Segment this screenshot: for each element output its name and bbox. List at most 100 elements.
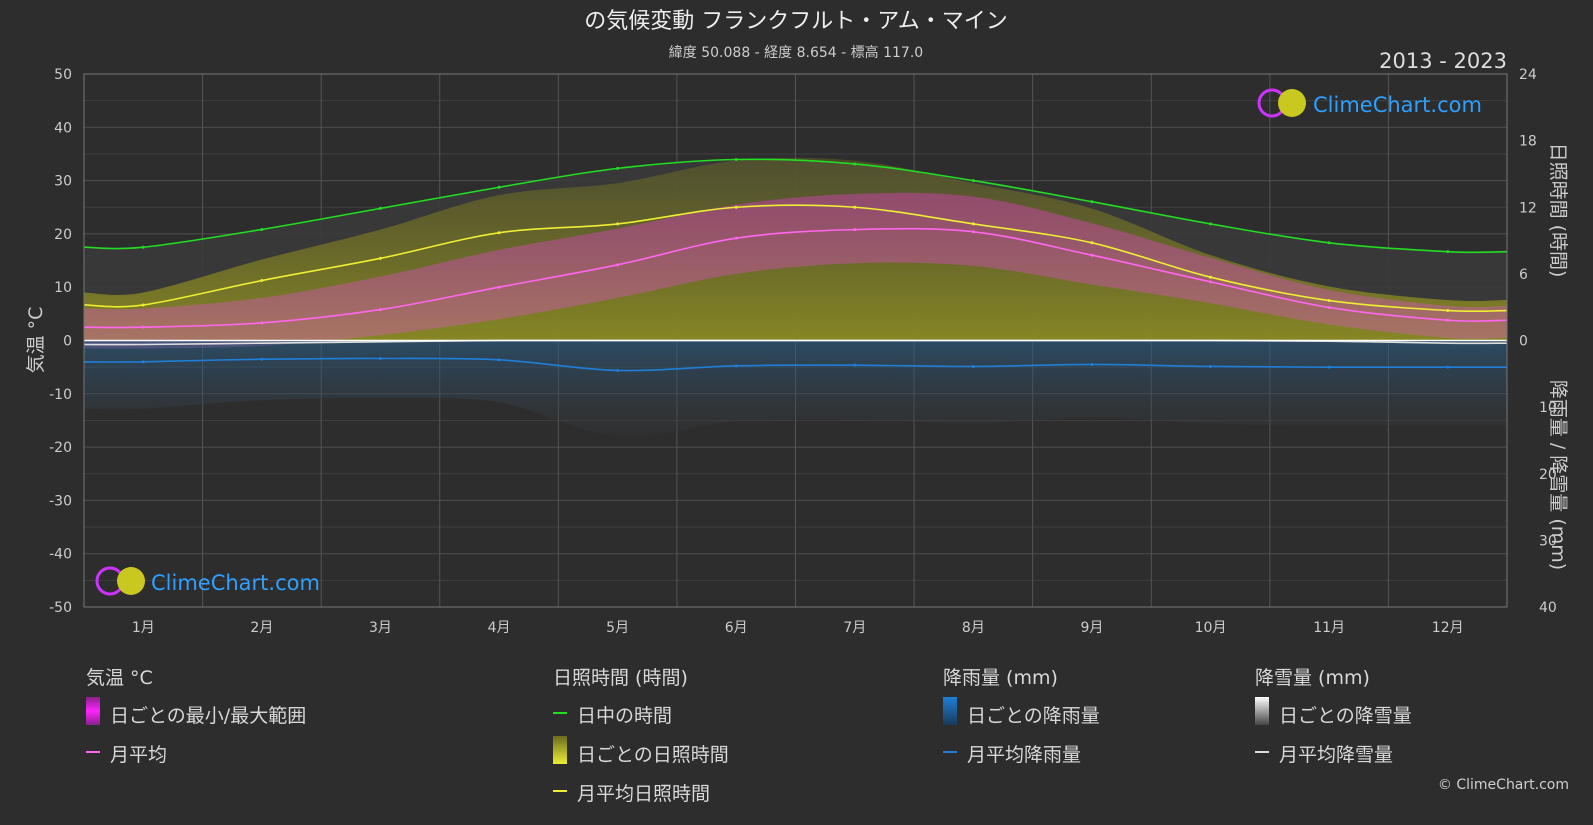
rain-mean-point — [1209, 364, 1213, 368]
y-right-top-tick-label: 12 — [1519, 200, 1537, 216]
temp-mean-line — [83, 227, 1508, 329]
legend-item-daily-sunshine[interactable]: 日ごとの日照時間 — [553, 736, 729, 779]
y-right-bottom-tick-label: 30 — [1539, 533, 1557, 549]
temp-range-swatch-icon — [86, 697, 100, 725]
rain-mean-line — [83, 357, 1508, 372]
daylight-point — [1327, 241, 1331, 245]
x-tick-label: 12月 — [1432, 620, 1464, 636]
temp-range-band — [84, 192, 1507, 349]
rain-mean-point — [616, 368, 620, 372]
rain-swatch-icon — [943, 697, 957, 725]
y-right-top-label: 日照時間 (時間) — [1547, 143, 1569, 278]
temp-mean-point — [1090, 253, 1094, 257]
sunshine-mean-point — [1090, 241, 1094, 245]
sunshine-mean-swatch-icon — [553, 790, 567, 792]
rain-mean-point — [1327, 365, 1331, 369]
sunshine-mean-point — [1209, 275, 1213, 279]
y-right-bottom-label: 降雨量 / 降雪量 (mm) — [1547, 380, 1569, 570]
rain-mean-point — [497, 358, 501, 362]
temp-mean-point — [734, 236, 738, 240]
copyright: © ClimeChart.com — [1437, 777, 1569, 793]
temp-mean-point — [141, 325, 145, 329]
y-right-top-tick-label: 0 — [1519, 334, 1528, 350]
x-tick-label: 1月 — [132, 620, 155, 636]
legend-head-sunshine: 日照時間 (時間) — [553, 667, 688, 689]
legend-item-daily-snow[interactable]: 日ごとの降雪量 — [1255, 697, 1412, 740]
plot-frame — [83, 73, 1508, 608]
rain-mean-point — [734, 364, 738, 368]
daylight-point — [378, 206, 382, 210]
x-tick-label: 7月 — [843, 620, 866, 636]
y-left-tick-label: -30 — [49, 493, 72, 509]
logo-bottom[interactable]: ClimeChart.com — [95, 566, 320, 596]
x-tick-label: 2月 — [250, 620, 273, 636]
rain-mean-swatch-icon — [943, 751, 957, 753]
temp-mean-point — [971, 230, 975, 234]
y-left-tick-label: 30 — [54, 174, 72, 190]
x-tick-label: 4月 — [488, 620, 511, 636]
daylight-point — [260, 227, 264, 231]
sunshine-swatch-icon — [553, 736, 567, 764]
sunshine-mean-point — [497, 231, 501, 235]
temp-mean-point — [1446, 318, 1450, 322]
x-tick-label: 11月 — [1313, 620, 1345, 636]
daylight-point — [1209, 222, 1213, 226]
x-tick-label: 8月 — [962, 620, 985, 636]
y-left-tick-label: -10 — [49, 387, 72, 403]
y-right-top-tick-label: 18 — [1519, 134, 1537, 150]
legend-label: 日中の時間 — [577, 705, 673, 727]
sunshine-mean-point — [734, 205, 738, 209]
rain-mean-point — [1446, 365, 1450, 369]
legend-head-temperature: 気温 °C — [86, 667, 153, 689]
legend-head-snow: 降雪量 (mm) — [1255, 667, 1370, 689]
temp-mean-point — [1327, 305, 1331, 309]
legend-item-snow-mean[interactable]: 月平均降雪量 — [1255, 740, 1412, 779]
daylight-point — [734, 158, 738, 162]
y-left-label: 気温 °C — [25, 307, 47, 374]
legend-item-daily-rain[interactable]: 日ごとの降雨量 — [943, 697, 1100, 740]
legend-item-daylight[interactable]: 日中の時間 — [553, 701, 729, 740]
legend-label: 日ごとの降雪量 — [1279, 705, 1412, 727]
y-left-tick-label: 50 — [54, 67, 72, 83]
legend-label: 日ごとの最小/最大範囲 — [110, 705, 307, 727]
sunshine-mean-point — [378, 256, 382, 260]
y-left-tick-label: -50 — [49, 600, 72, 616]
temp-mean-point — [616, 263, 620, 267]
daylight-point — [616, 166, 620, 170]
y-right-bottom-tick-label: 40 — [1539, 600, 1557, 616]
daylight-point — [1090, 200, 1094, 204]
temp-mean-point — [497, 285, 501, 289]
y-left-tick-label: -20 — [49, 440, 72, 456]
legend-label: 月平均降雨量 — [967, 744, 1082, 766]
y-left-tick-label: 10 — [54, 280, 72, 296]
y-left-tick-label: 40 — [54, 120, 72, 136]
chart-subtitle: 緯度 50.088 - 経度 8.654 - 標高 117.0 — [669, 44, 923, 61]
snow-swatch-icon — [1255, 697, 1269, 725]
chart-title: の気候変動 フランクフルト・アム・マイン — [584, 9, 1007, 34]
temp-mean-point — [1209, 280, 1213, 284]
y-right-bottom-tick-label: 10 — [1539, 400, 1557, 416]
rain-mean-point — [260, 357, 264, 361]
x-tick-label: 6月 — [725, 620, 748, 636]
rain-mean-point — [853, 363, 857, 367]
legend-label: 日ごとの日照時間 — [577, 744, 729, 766]
rain-mean-point — [378, 356, 382, 360]
temp-mean-point — [260, 321, 264, 325]
legend-item-temp-mean[interactable]: 月平均 — [86, 740, 306, 779]
axes: 50 40 30 20 10 0 -10 -20 -30 -40 -50 24 18 12 6 0 10 20 30… — [49, 67, 1557, 636]
legend-item-rain-mean[interactable]: 月平均降雨量 — [943, 740, 1100, 779]
sunshine-mean-line — [83, 204, 1508, 313]
daylight-line — [83, 158, 1508, 254]
legend-item-temp-range[interactable]: 日ごとの最小/最大範囲 — [86, 697, 307, 740]
legend-label: 月平均 — [110, 744, 168, 766]
y-right-bottom-tick-label: 20 — [1539, 467, 1557, 483]
logo-top[interactable]: ClimeChart.com — [1257, 88, 1482, 118]
legend-item-sunshine-mean[interactable]: 月平均日照時間 — [553, 779, 729, 818]
daylight-swatch-icon — [553, 712, 567, 714]
sunshine-mean-point — [1327, 299, 1331, 303]
rain-mean-point — [1090, 362, 1094, 366]
x-tick-label: 9月 — [1080, 620, 1103, 636]
legend-rain: 降雨量 (mm) 日ごとの降雨量 月平均降雨量 — [943, 663, 1100, 779]
daylight-point — [141, 245, 145, 249]
